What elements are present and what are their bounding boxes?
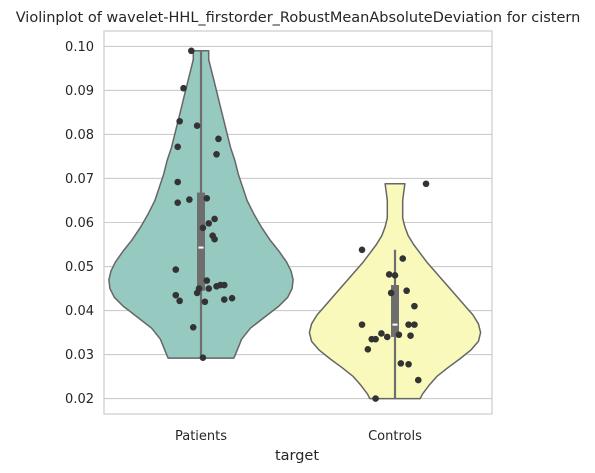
data-point bbox=[364, 345, 372, 353]
data-point bbox=[199, 354, 207, 361]
data-point bbox=[405, 360, 412, 368]
violins bbox=[108, 50, 482, 400]
data-point bbox=[199, 224, 207, 232]
data-point bbox=[383, 333, 391, 341]
iqr-box-controls bbox=[391, 285, 399, 337]
data-point bbox=[172, 266, 180, 273]
data-point bbox=[205, 220, 213, 227]
y-tick-labels: 0.02 0.03 0.04 0.05 0.06 0.07 0.08 0.09 0.10 bbox=[65, 40, 94, 407]
data-point bbox=[378, 330, 385, 337]
median-mark-controls bbox=[392, 323, 398, 326]
y-tick-label: 0.05 bbox=[65, 260, 94, 275]
data-point bbox=[358, 246, 366, 254]
data-point bbox=[188, 47, 195, 55]
data-point bbox=[213, 150, 220, 158]
data-point bbox=[399, 255, 407, 262]
y-tick-label: 0.10 bbox=[65, 40, 94, 55]
data-point bbox=[215, 135, 222, 143]
data-point bbox=[189, 323, 197, 331]
data-point bbox=[372, 335, 379, 343]
data-point bbox=[186, 196, 193, 203]
x-axis-label: target bbox=[275, 448, 319, 464]
data-point bbox=[211, 215, 218, 223]
data-point bbox=[414, 376, 422, 384]
data-point bbox=[220, 281, 228, 289]
data-point bbox=[176, 297, 183, 305]
data-point bbox=[407, 332, 414, 339]
y-tick-label: 0.09 bbox=[65, 84, 94, 99]
data-point bbox=[174, 178, 182, 186]
data-point bbox=[201, 298, 209, 306]
data-point bbox=[174, 143, 182, 151]
chart-title: Violinplot of wavelet-HHL_firstorder_Rob… bbox=[16, 10, 581, 26]
data-point bbox=[391, 272, 399, 279]
data-point bbox=[358, 321, 366, 328]
data-point bbox=[193, 289, 201, 297]
x-tick-label: Controls bbox=[368, 429, 422, 444]
data-point bbox=[387, 289, 395, 297]
data-point bbox=[174, 199, 182, 206]
y-tick-label: 0.08 bbox=[65, 128, 94, 143]
data-point bbox=[172, 291, 180, 299]
data-point bbox=[395, 331, 403, 339]
data-point bbox=[403, 287, 410, 295]
x-tick-labels: Patients Controls bbox=[175, 429, 422, 444]
data-point bbox=[411, 321, 418, 328]
data-point bbox=[193, 122, 201, 129]
data-point bbox=[405, 321, 412, 328]
y-tick-label: 0.03 bbox=[65, 348, 94, 363]
data-point bbox=[180, 84, 187, 92]
data-point bbox=[397, 360, 405, 367]
data-point bbox=[211, 235, 218, 243]
data-point bbox=[385, 271, 393, 278]
data-point bbox=[220, 296, 228, 303]
data-points bbox=[172, 47, 430, 402]
y-tick-label: 0.04 bbox=[65, 304, 94, 319]
data-point bbox=[205, 285, 213, 292]
y-tick-label: 0.06 bbox=[65, 216, 94, 231]
y-tick-label: 0.07 bbox=[65, 172, 94, 187]
median-mark-patients bbox=[198, 246, 204, 249]
data-point bbox=[411, 302, 418, 310]
plot-frame bbox=[103, 30, 493, 415]
data-point bbox=[213, 283, 220, 290]
data-point bbox=[422, 180, 430, 188]
data-point bbox=[176, 117, 183, 125]
x-tick-label: Patients bbox=[175, 429, 227, 444]
data-point bbox=[203, 277, 211, 284]
y-tick-label: 0.02 bbox=[65, 392, 94, 407]
iqr-box-patients bbox=[197, 192, 205, 291]
data-point bbox=[228, 294, 236, 302]
data-point bbox=[372, 395, 379, 402]
data-point bbox=[203, 194, 211, 202]
